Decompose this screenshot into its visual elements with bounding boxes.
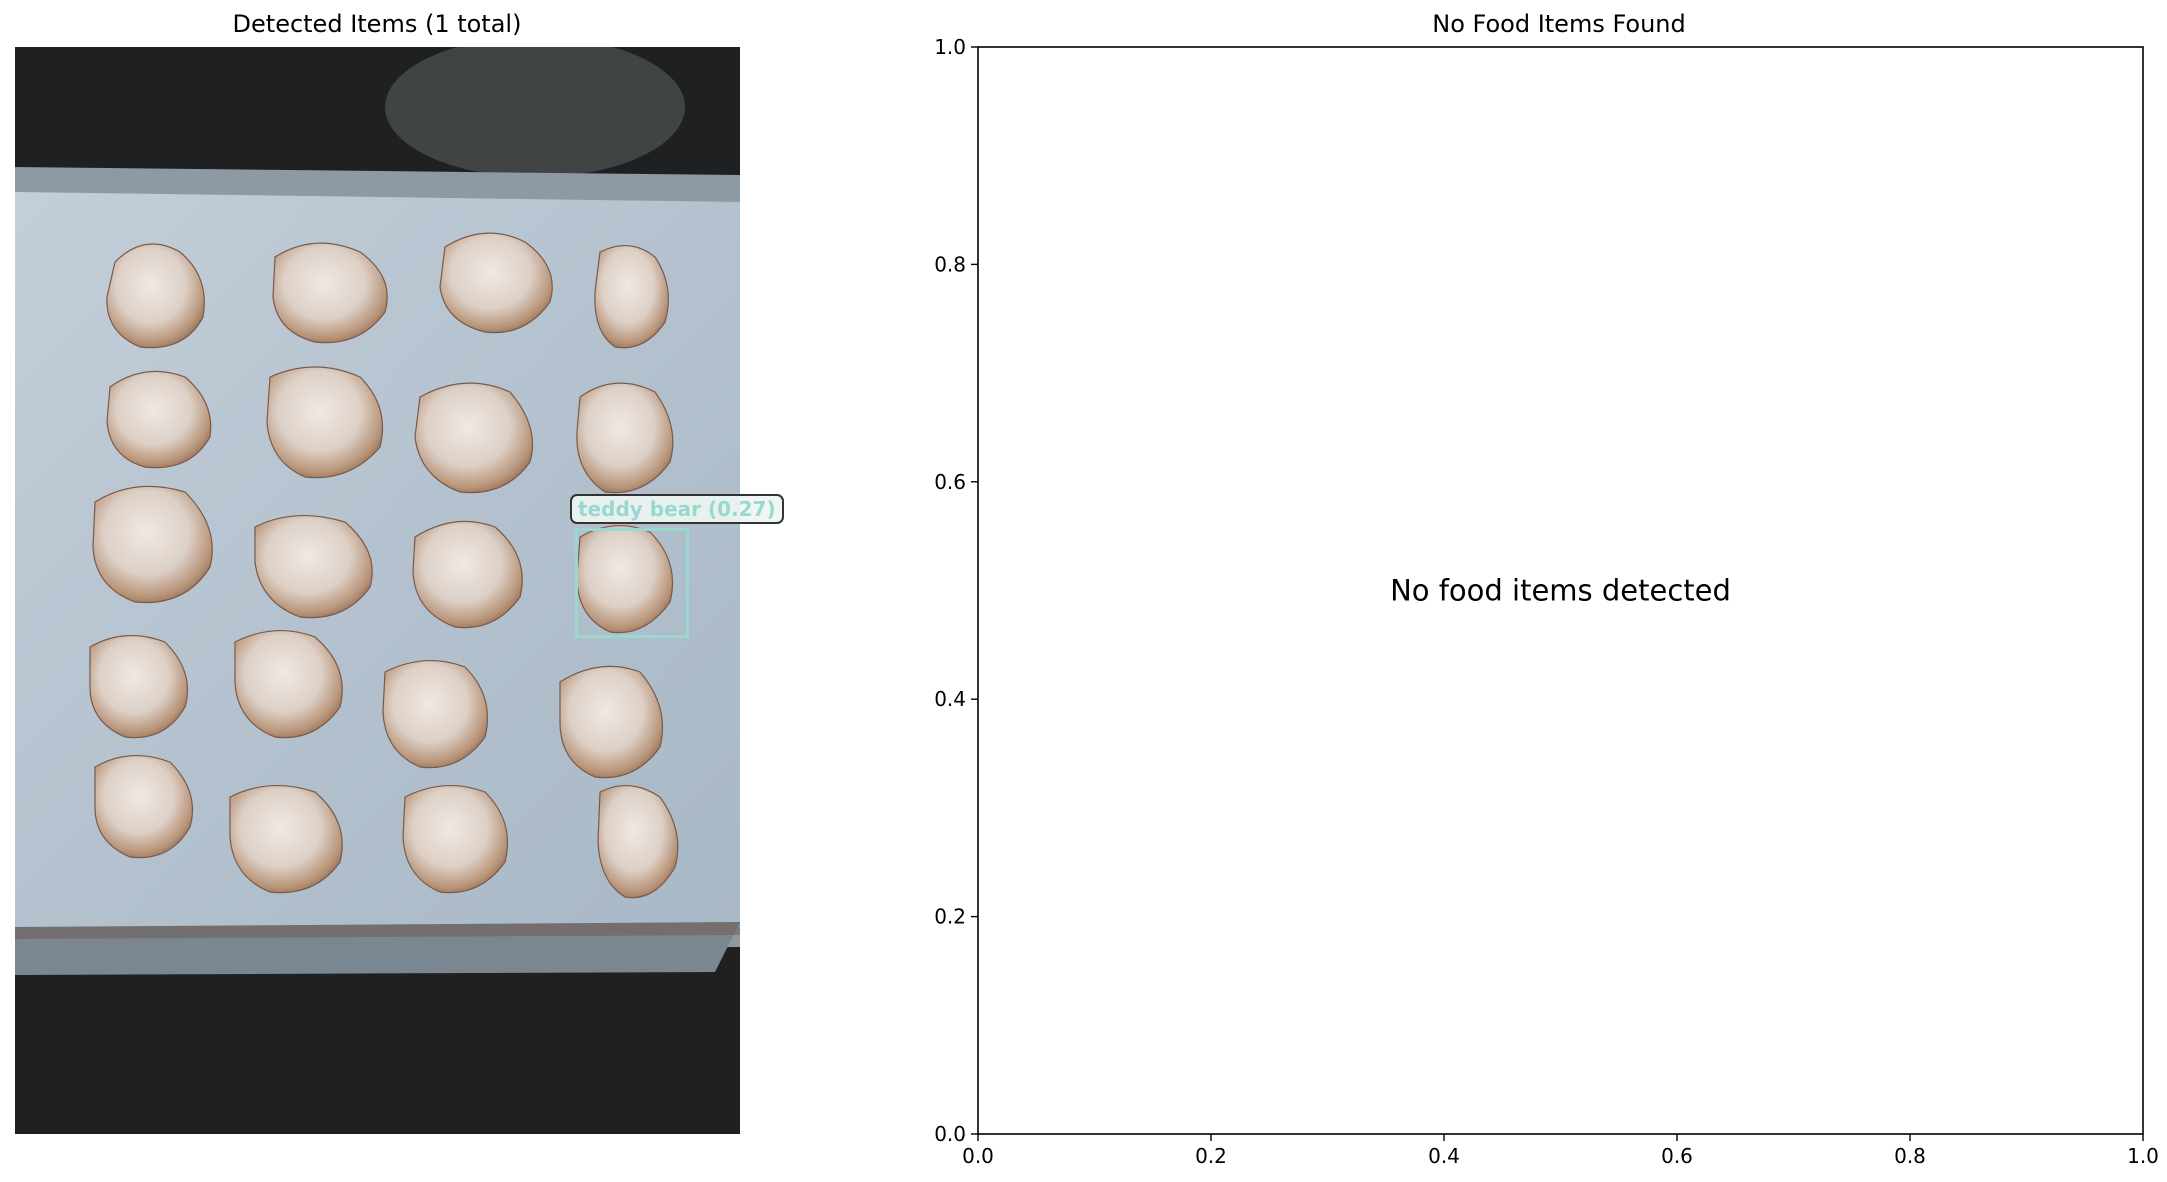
detected-items-title: Detected Items (1 total): [232, 10, 522, 38]
y-tick-label: 1.0: [934, 35, 966, 59]
y-tick-label: 0.4: [934, 687, 966, 711]
x-tick-label: 0.6: [1661, 1144, 1693, 1168]
y-tick-label: 0.0: [934, 1122, 966, 1146]
y-tick-label: 0.6: [934, 470, 966, 494]
chart-title: No Food Items Found: [1432, 10, 1686, 38]
x-tick-label: 0.0: [962, 1144, 994, 1168]
x-tick-label: 0.4: [1428, 1144, 1460, 1168]
y-tick-label: 0.2: [934, 905, 966, 929]
x-tick-label: 0.8: [1894, 1144, 1926, 1168]
x-tick-label: 0.2: [1195, 1144, 1227, 1168]
detection-box: [575, 528, 689, 638]
y-tick-label: 0.8: [934, 252, 966, 276]
x-tick-label: 1.0: [2127, 1144, 2159, 1168]
detection-label: teddy bear (0.27): [570, 494, 784, 524]
meringue-photo: [15, 47, 740, 1134]
plot-frame: [977, 46, 2144, 1135]
no-items-message: No food items detected: [1390, 574, 1731, 608]
